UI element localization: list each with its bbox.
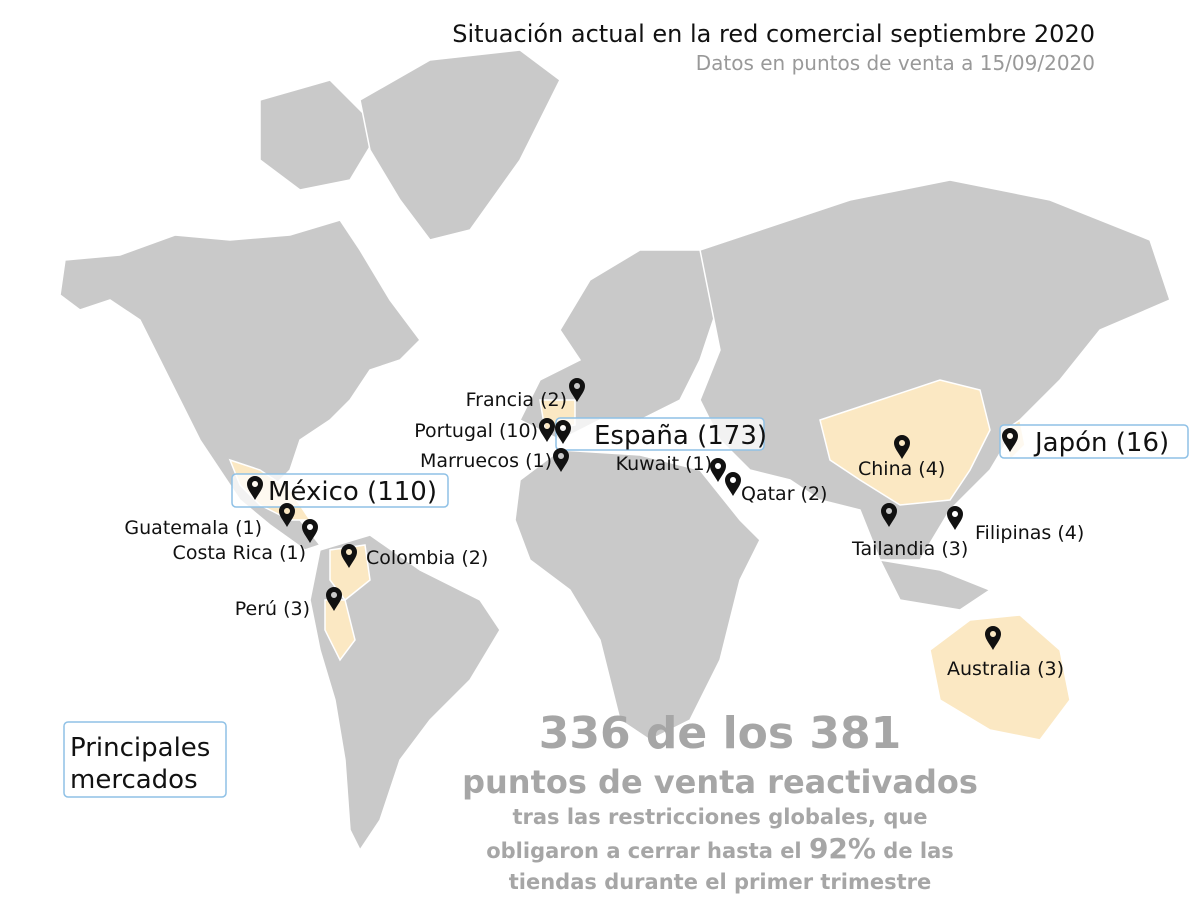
marker-label: Australia (3) xyxy=(947,658,1064,680)
pin xyxy=(947,506,963,530)
title: Situación actual en la red comercial sep… xyxy=(452,20,1095,48)
marker-label: China (4) xyxy=(858,458,945,480)
legend-box xyxy=(63,721,227,798)
marker-label: Costa Rica (1) xyxy=(173,542,306,564)
subtitle: Datos en puntos de venta a 15/09/2020 xyxy=(696,51,1095,75)
pin xyxy=(539,418,555,442)
marker-label: Kuwait (1) xyxy=(616,453,712,475)
body-line: obligaron a cerrar hasta el 92% de las xyxy=(430,833,1010,867)
market-label: México (110) xyxy=(268,477,437,507)
market-box xyxy=(999,424,1189,459)
labels: España (173) México (110) Japón (16) Fra… xyxy=(70,389,1169,795)
market-label: España (173) xyxy=(594,421,767,451)
headline: 336 de los 381 xyxy=(538,708,902,759)
marker-label: Marruecos (1) xyxy=(420,450,552,472)
titles: Situación actual en la red comercial sep… xyxy=(452,20,1095,75)
main-market-boxes xyxy=(63,417,1189,798)
pin xyxy=(710,458,726,482)
subheadline: puntos de venta reactivados xyxy=(462,763,978,801)
legend-line: mercados xyxy=(70,765,198,795)
marker-label: Colombia (2) xyxy=(366,547,488,569)
body-line: tiendas durante el primer trimestre xyxy=(508,870,932,894)
marker-label: Tailandia (3) xyxy=(851,538,968,560)
marker-label: Perú (3) xyxy=(235,598,310,620)
market-box xyxy=(231,473,449,508)
body-text: obligaron a cerrar hasta el xyxy=(486,839,802,863)
continents xyxy=(59,49,1171,852)
marker-label: Portugal (10) xyxy=(414,420,538,442)
marker-label: Guatemala (1) xyxy=(124,517,262,539)
body-line: tras las restricciones globales, que xyxy=(512,805,928,829)
market-label: Japón (16) xyxy=(1033,428,1169,458)
marker-label: Filipinas (4) xyxy=(975,522,1084,544)
market-box xyxy=(555,417,765,451)
summary: 336 de los 381 puntos de venta reactivad… xyxy=(430,706,1010,898)
marker-label: Qatar (2) xyxy=(741,483,827,505)
body-text: de las xyxy=(883,839,954,863)
highlight: 92% xyxy=(808,832,876,865)
marker-label: Francia (2) xyxy=(466,389,567,411)
legend-line: Principales xyxy=(70,733,210,763)
pin xyxy=(725,472,741,496)
